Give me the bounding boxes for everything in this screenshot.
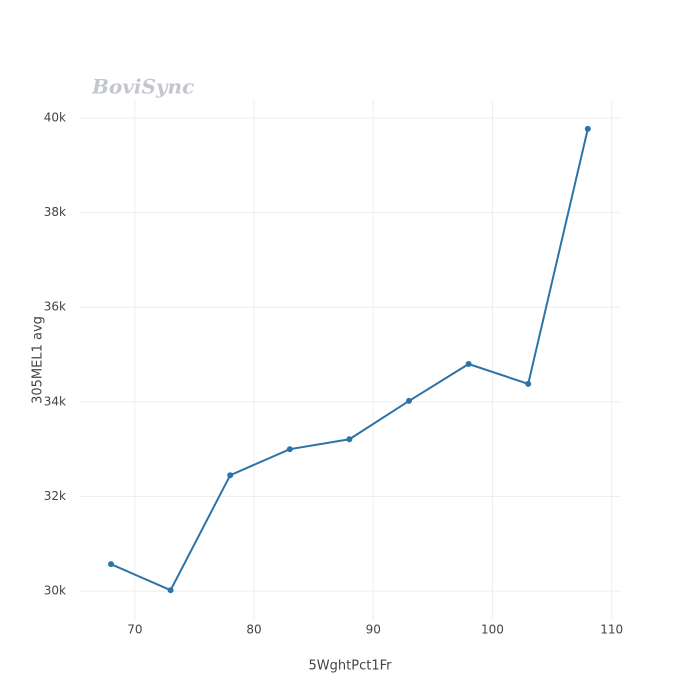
point (107, 561, 114, 568)
point (525, 380, 532, 387)
x-tick-label: 70 (127, 623, 142, 637)
x-axis-title: 5WghtPct1Fr (309, 659, 393, 674)
logo: BoviSync (91, 75, 194, 99)
x-tick-label: 110 (600, 623, 623, 637)
y-tick-label: 30k (44, 584, 66, 598)
y-tick-label: 38k (44, 205, 66, 219)
point (346, 436, 353, 443)
point (167, 587, 174, 594)
y-axis-title: 305MEL1 avg (31, 316, 46, 404)
y-tick-label: 40k (44, 110, 66, 124)
y-tick-label: 36k (44, 300, 66, 314)
point (406, 397, 413, 404)
x-tick-label: 80 (246, 623, 261, 637)
point (584, 125, 591, 132)
y-tick-label: 34k (44, 394, 66, 408)
x-tick-label: 90 (366, 623, 381, 637)
point (286, 446, 293, 453)
point (465, 361, 472, 368)
line (110, 128, 589, 592)
y-tick-label: 32k (44, 489, 66, 503)
point (227, 472, 234, 479)
x-tick-label: 100 (481, 623, 504, 637)
